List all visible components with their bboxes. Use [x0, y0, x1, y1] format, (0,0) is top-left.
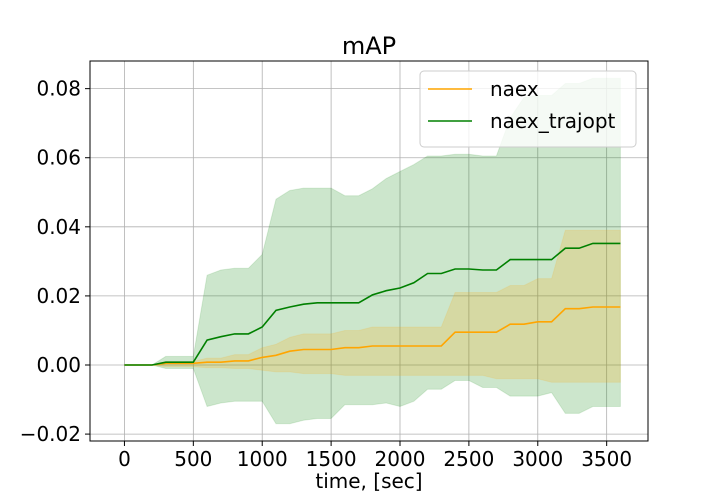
chart-title: mAP — [342, 32, 396, 60]
x-tick-label: 1500 — [306, 447, 357, 471]
x-tick-label: 0 — [118, 447, 131, 471]
band-naex-trajopt — [124, 77, 621, 425]
y-axis-ticks: −0.02 0.00 0.02 0.04 0.06 0.08 — [20, 77, 90, 446]
y-tick-label: 0.08 — [36, 77, 81, 101]
x-axis-ticks: 0 500 1000 1500 2000 2500 3000 3500 — [118, 441, 632, 471]
y-tick-label: 0.00 — [36, 353, 81, 377]
x-tick-label: 1000 — [237, 447, 288, 471]
x-tick-label: 3000 — [512, 447, 563, 471]
plot-frame — [89, 60, 649, 442]
y-tick-label: 0.04 — [36, 215, 81, 239]
x-tick-label: 3500 — [581, 447, 632, 471]
series-lines — [124, 242, 621, 366]
y-tick-label: 0.06 — [36, 146, 81, 170]
y-tick-label: 0.02 — [36, 284, 81, 308]
x-axis-label: time, [sec] — [315, 469, 422, 493]
legend: naex naex_trajopt — [419, 70, 637, 148]
legend-box — [419, 70, 637, 148]
x-tick-label: 500 — [174, 447, 212, 471]
y-tick-label: −0.02 — [20, 422, 81, 446]
legend-label-naex-trajopt: naex_trajopt — [490, 109, 616, 133]
line-naex — [124, 306, 621, 366]
x-tick-label: 2500 — [443, 447, 494, 471]
legend-label-naex: naex — [490, 77, 539, 101]
x-tick-label: 2000 — [375, 447, 426, 471]
line-naex-trajopt — [124, 242, 621, 366]
